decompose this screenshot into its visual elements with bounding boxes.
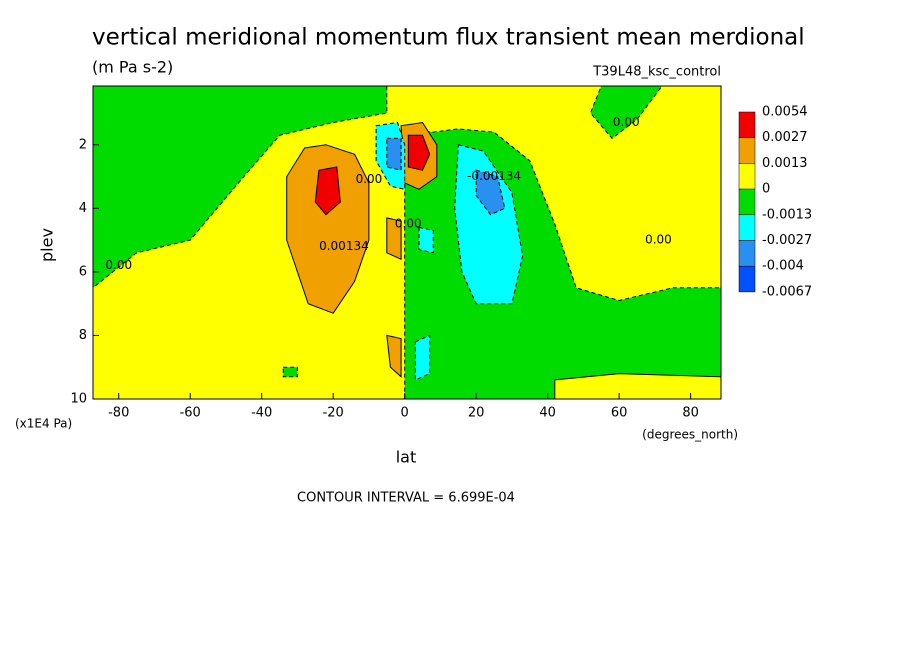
contour-region — [414, 334, 431, 381]
x-tick-label: -40 — [251, 406, 272, 421]
chart-title: vertical meridional momentum flux transi… — [92, 25, 805, 51]
contour-region — [386, 334, 402, 378]
contour-region — [282, 366, 298, 378]
contour-region — [475, 169, 506, 216]
colorbar-swatch — [738, 240, 756, 267]
run-label: T39L48_ksc_control — [592, 65, 721, 80]
y-axis-units: (x1E4 Pa) — [15, 417, 72, 431]
contour-region — [454, 144, 524, 305]
colorbar-label: -0.0067 — [762, 284, 812, 299]
y-tick-label: 2 — [79, 137, 87, 152]
colorbar-swatch — [738, 111, 756, 138]
y-tick-label: 6 — [79, 264, 87, 279]
y-tick-label: 8 — [79, 328, 87, 343]
x-tick-label: 0 — [401, 406, 409, 421]
colorbar-label: -0.0013 — [762, 207, 812, 222]
colorbar-swatch — [738, 265, 756, 293]
y-tick-label: 10 — [70, 392, 87, 407]
contour-label: 0.00 — [395, 217, 422, 231]
colorbar-swatch — [738, 163, 756, 190]
colorbar-swatch — [738, 214, 756, 241]
contour-label: 0.00 — [645, 233, 672, 247]
contour-region — [386, 137, 402, 171]
y-axis-label: plev — [38, 228, 57, 262]
contour-region — [407, 134, 431, 171]
x-axis-units: (degrees_north) — [642, 428, 738, 442]
x-axis-label: lat — [396, 448, 417, 467]
contour-region — [418, 226, 434, 254]
colorbar-label: 0.0054 — [762, 105, 808, 120]
colorbar-swatch — [738, 188, 756, 216]
chart-subtitle: (m Pa s-2) — [92, 58, 173, 77]
contour-label: 0.00 — [105, 258, 132, 272]
colorbar-swatch — [738, 137, 756, 164]
contour-region — [386, 217, 402, 260]
colorbar-label: 0.0013 — [762, 156, 808, 171]
contour-region — [554, 373, 722, 400]
contour-region — [314, 166, 341, 216]
plot-frame — [92, 85, 722, 400]
colorbar-label: -0.004 — [762, 259, 804, 274]
y-tick-label: 4 — [79, 201, 87, 216]
x-tick-label: -80 — [108, 406, 129, 421]
contour-region — [92, 85, 388, 289]
contour-label: 0.00 — [613, 115, 640, 129]
colorbar-label: 0.0027 — [762, 130, 808, 145]
x-tick-label: -60 — [180, 406, 201, 421]
colorbar-label: -0.0027 — [762, 233, 812, 248]
x-tick-label: 20 — [468, 406, 485, 421]
x-tick-label: 60 — [611, 406, 628, 421]
contour-label: 0.00134 — [319, 239, 369, 253]
x-tick-label: 80 — [682, 406, 699, 421]
footnote: CONTOUR INTERVAL = 6.699E-04 — [297, 491, 515, 506]
x-tick-label: 40 — [539, 406, 556, 421]
contour-label: -0.00134 — [467, 169, 521, 183]
x-tick-label: -20 — [323, 406, 344, 421]
contour-region — [286, 144, 370, 314]
colorbar-label: 0 — [762, 182, 770, 197]
contour-label: 0.00 — [356, 172, 383, 186]
